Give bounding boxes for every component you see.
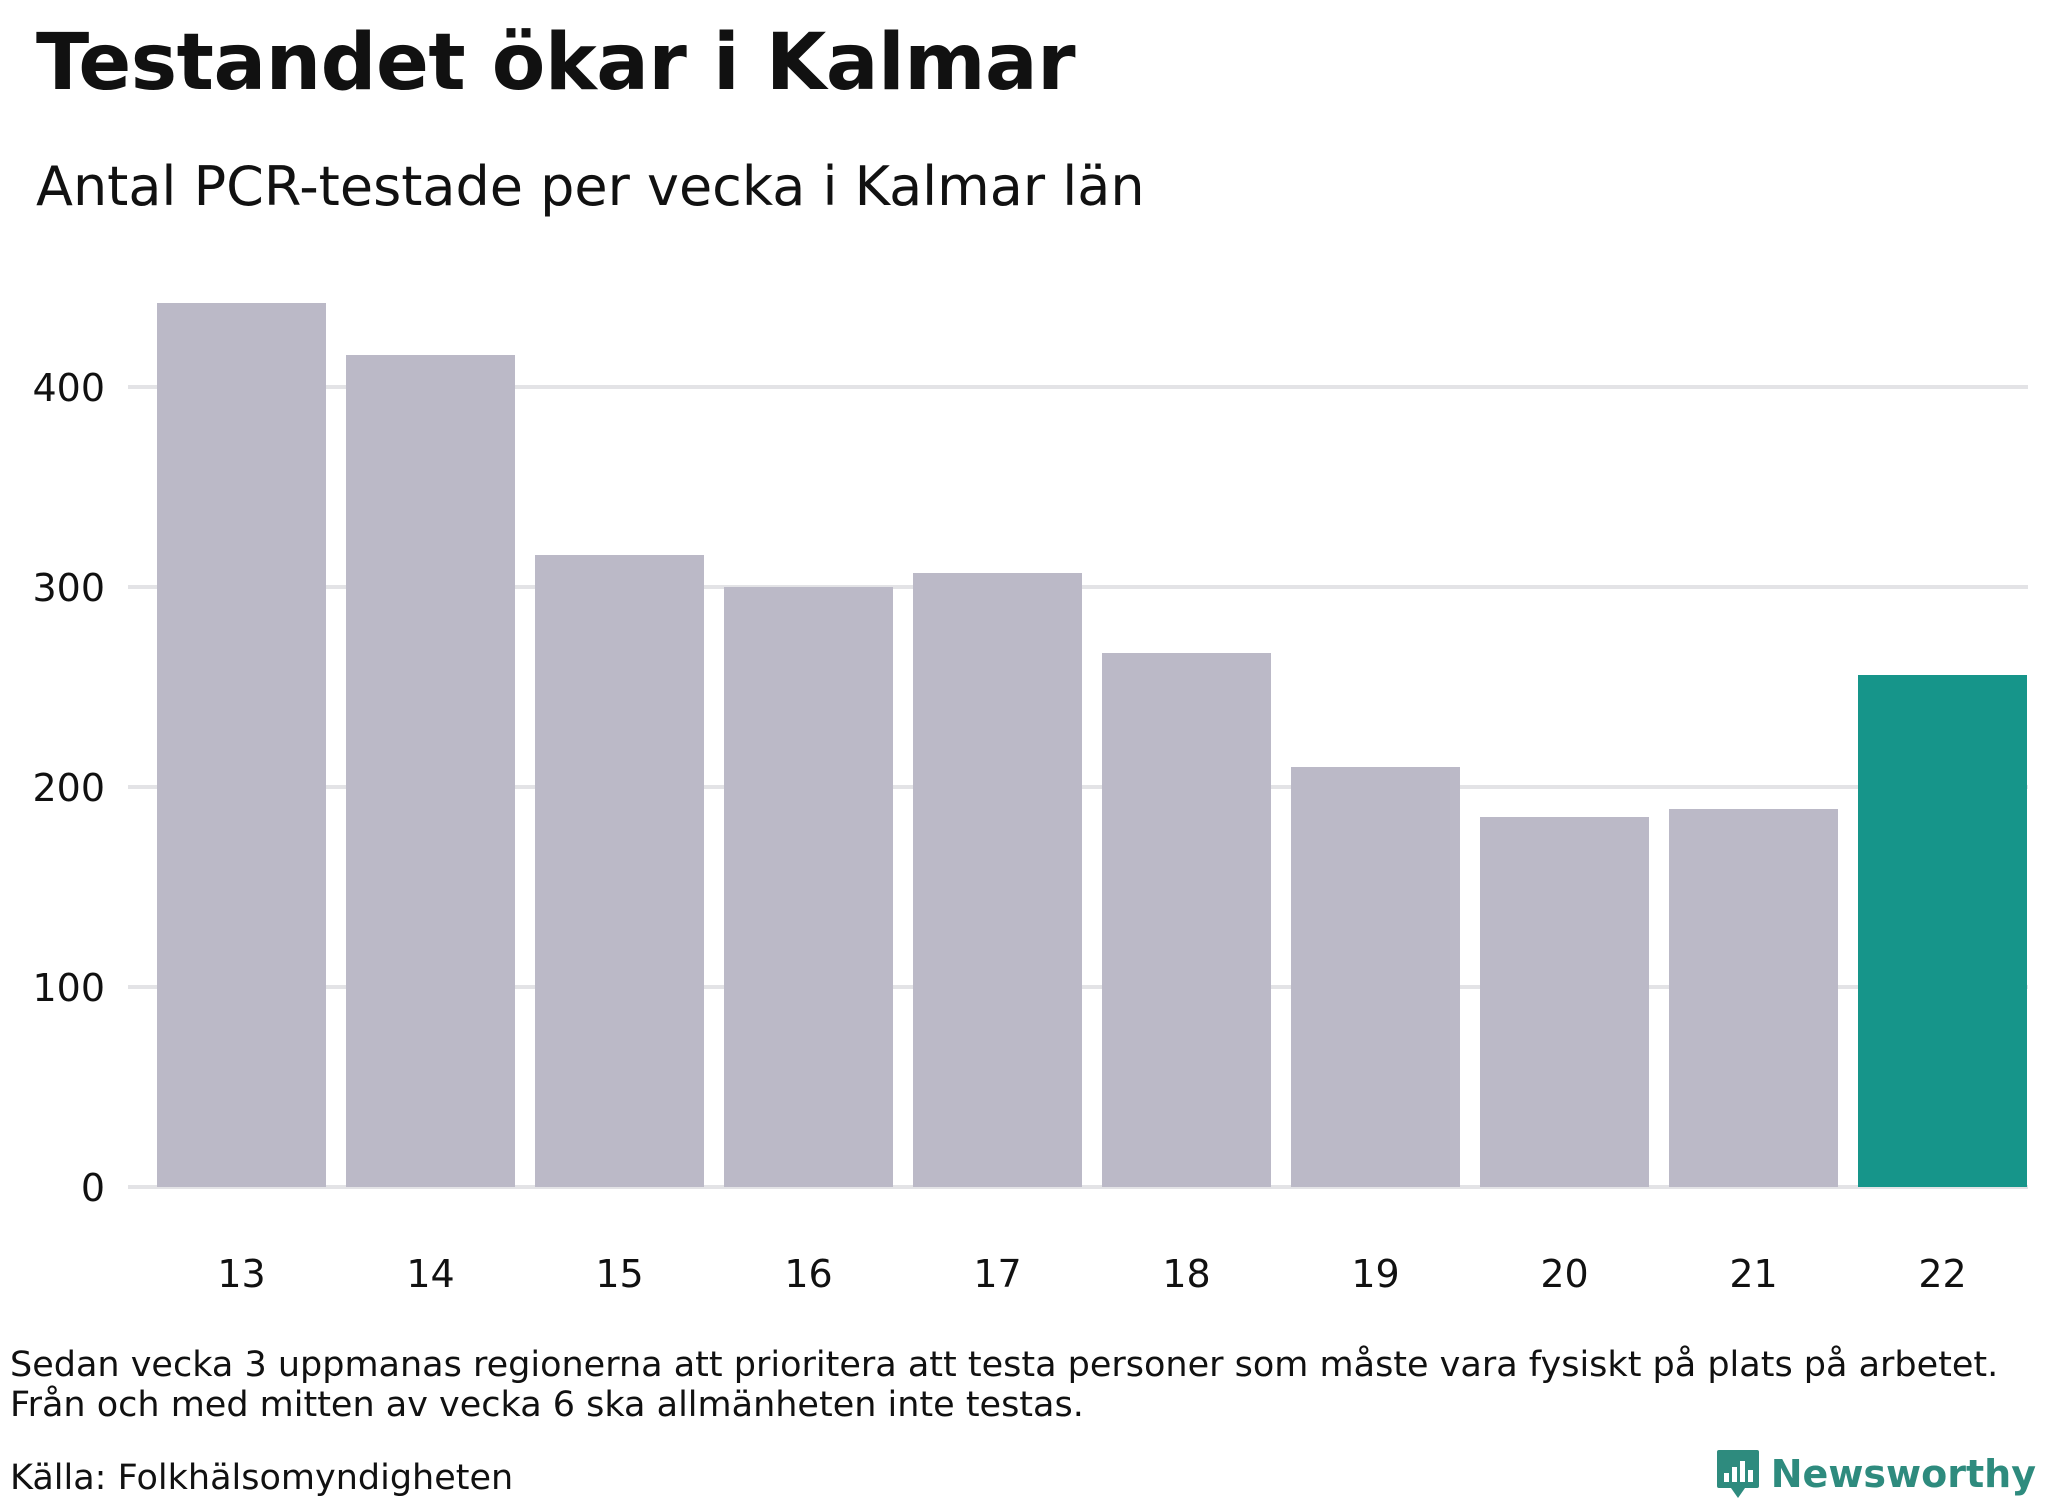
x-tick-label: 16 <box>784 1252 832 1296</box>
brand-logo: Newsworthy <box>1715 1448 2036 1500</box>
bar <box>1669 809 1838 1187</box>
x-tick-label: 13 <box>217 1252 265 1296</box>
x-tick-label: 17 <box>973 1252 1021 1296</box>
footnote-line-1: Sedan vecka 3 uppmanas regionerna att pr… <box>10 1345 1999 1385</box>
y-tick-label: 200 <box>32 766 105 810</box>
footnote-line-2: Från och med mitten av vecka 6 ska allmä… <box>10 1385 1084 1425</box>
bar-chart-logo-icon <box>1716 1450 1759 1498</box>
x-tick-label: 19 <box>1351 1252 1399 1296</box>
bar <box>1858 675 2027 1187</box>
bar <box>724 587 893 1187</box>
bar-chart: 0 100 200 300 400 13 14 15 16 17 18 19 20 21 22 <box>32 303 2028 1296</box>
chart-title: Testandet ökar i Kalmar <box>36 18 1076 108</box>
bar <box>1480 817 1649 1187</box>
x-tick-label: 22 <box>1918 1252 1966 1296</box>
x-tick-label: 21 <box>1729 1252 1777 1296</box>
y-tick-label: 0 <box>81 1166 105 1210</box>
y-tick-label: 100 <box>32 966 105 1010</box>
bar <box>913 573 1082 1187</box>
bar <box>535 555 704 1187</box>
x-tick-label: 15 <box>595 1252 643 1296</box>
brand-name: Newsworthy <box>1770 1452 2036 1496</box>
source-credit: Källa: Folkhälsomyndigheten <box>10 1458 514 1498</box>
x-tick-label: 20 <box>1540 1252 1588 1296</box>
x-tick-label: 14 <box>406 1252 454 1296</box>
x-tick-label: 18 <box>1162 1252 1210 1296</box>
bar <box>1102 653 1271 1187</box>
bar <box>1291 767 1460 1187</box>
chart-subtitle: Antal PCR-testade per vecka i Kalmar län <box>36 155 1145 218</box>
y-tick-label: 300 <box>32 566 105 610</box>
chart-footnote: Sedan vecka 3 uppmanas regionerna att pr… <box>10 1345 1998 1425</box>
bar <box>157 303 326 1187</box>
bar <box>346 355 515 1187</box>
y-tick-label: 400 <box>32 366 105 410</box>
